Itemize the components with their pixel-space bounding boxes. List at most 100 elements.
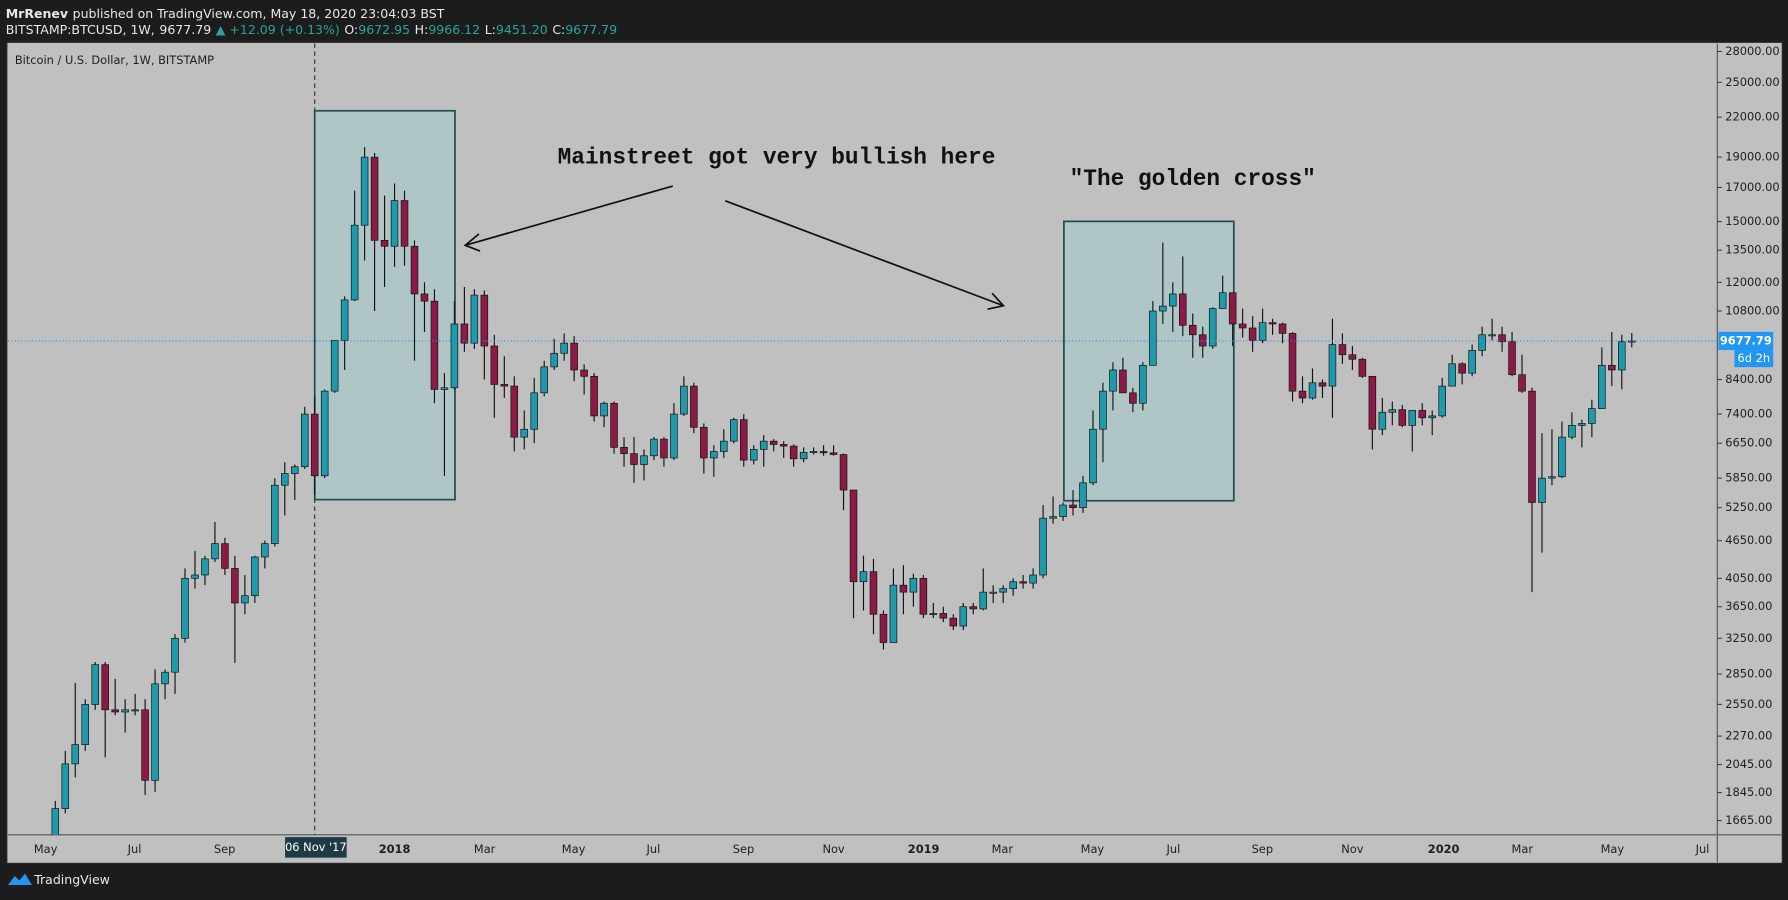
candle-body bbox=[1518, 374, 1526, 392]
candle-body bbox=[1478, 334, 1486, 351]
candle-body bbox=[1408, 410, 1417, 426]
candle-body bbox=[610, 402, 618, 448]
candle-body bbox=[1099, 390, 1107, 430]
y-tick-label: 8400.00 bbox=[1725, 372, 1772, 386]
candle-body bbox=[740, 419, 748, 461]
candle-body bbox=[949, 617, 958, 627]
candle-body bbox=[101, 664, 109, 711]
candle-body bbox=[829, 452, 838, 455]
crosshair-label: 06 Nov '17 bbox=[285, 840, 347, 854]
candle-body bbox=[929, 613, 938, 615]
candle-body bbox=[1598, 364, 1606, 409]
candle-body bbox=[530, 392, 538, 430]
candle-body bbox=[839, 454, 848, 491]
candle-body bbox=[749, 449, 758, 461]
y-tick-label: 15000.00 bbox=[1725, 214, 1779, 228]
y-tick-label: 2045.00 bbox=[1725, 757, 1772, 771]
candle-body bbox=[720, 440, 728, 452]
candle-body bbox=[420, 293, 429, 302]
candle-body bbox=[1468, 349, 1476, 374]
candle-body bbox=[320, 390, 329, 477]
candle-body bbox=[789, 445, 798, 460]
candle-body bbox=[769, 440, 778, 445]
candle-body bbox=[171, 637, 179, 673]
x-tick-label: Sep bbox=[733, 842, 754, 856]
candle-body bbox=[869, 571, 878, 615]
candle-body bbox=[899, 584, 908, 593]
candle-body bbox=[1288, 333, 1297, 392]
candle-body bbox=[1298, 390, 1307, 399]
candle-body bbox=[1608, 364, 1616, 371]
candle-body bbox=[799, 452, 808, 460]
candle-body bbox=[1508, 341, 1516, 376]
candle-body bbox=[1049, 516, 1057, 519]
candle-body bbox=[1618, 341, 1626, 371]
candle-body bbox=[1308, 382, 1317, 399]
candle-body bbox=[1159, 305, 1167, 312]
candle-body bbox=[61, 763, 70, 809]
candle-body bbox=[690, 385, 698, 428]
candle-body bbox=[1188, 324, 1197, 336]
candle-body bbox=[1218, 292, 1227, 309]
candle-body bbox=[1278, 323, 1287, 334]
last: 9677.79 bbox=[159, 21, 211, 36]
candle-body bbox=[969, 606, 978, 610]
candle-body bbox=[141, 709, 149, 781]
candle-body bbox=[1019, 581, 1027, 584]
x-tick-label: Jul bbox=[646, 842, 661, 856]
candle-body bbox=[1388, 409, 1397, 413]
candle-body bbox=[1258, 322, 1267, 341]
x-tick-label: Sep bbox=[214, 842, 235, 856]
candle-body bbox=[390, 200, 399, 247]
candle-body bbox=[480, 294, 489, 347]
x-tick-label: May bbox=[34, 842, 58, 856]
candle-body bbox=[251, 556, 259, 597]
y-tick-label: 5250.00 bbox=[1725, 500, 1772, 514]
candle-body bbox=[1039, 517, 1047, 576]
brand-logo bbox=[7, 873, 32, 886]
candle-body bbox=[500, 384, 509, 387]
candle-body bbox=[271, 484, 279, 544]
crosshair-label-box bbox=[285, 837, 347, 858]
candle-body bbox=[879, 613, 888, 643]
candle-body bbox=[1029, 574, 1037, 584]
candle-body bbox=[670, 413, 678, 459]
highlight-box bbox=[1063, 220, 1235, 502]
candle-body bbox=[1228, 292, 1237, 325]
arrow-head bbox=[987, 292, 1006, 311]
candle-body bbox=[600, 402, 608, 417]
candle-body bbox=[1428, 415, 1436, 419]
candle-body bbox=[999, 588, 1007, 593]
candle-body bbox=[1558, 436, 1566, 478]
candle-body bbox=[779, 444, 788, 447]
candle-body bbox=[221, 543, 229, 569]
candle-body bbox=[580, 369, 588, 377]
candle-body bbox=[300, 413, 309, 468]
ohlc-label: H: bbox=[415, 21, 429, 36]
last-price-label: 9677.79 bbox=[1720, 333, 1772, 347]
candle-body bbox=[161, 671, 169, 685]
ohlc-label: L: bbox=[485, 21, 496, 36]
last-price-box bbox=[1718, 331, 1774, 351]
candle-body bbox=[201, 558, 209, 576]
candle-body bbox=[1179, 293, 1187, 326]
change: ▲ +12.09 (+0.13%) bbox=[216, 21, 340, 36]
candle-body bbox=[859, 571, 868, 583]
y-tick-label: 4650.00 bbox=[1725, 533, 1772, 547]
y-tick-label: 3650.00 bbox=[1725, 599, 1772, 613]
candle-body bbox=[131, 709, 139, 712]
candle-body bbox=[291, 466, 299, 474]
candles bbox=[51, 147, 1636, 835]
candle-body bbox=[989, 591, 997, 594]
candle-body bbox=[1328, 344, 1337, 387]
x-tick-label: 2019 bbox=[908, 842, 940, 856]
candle-body bbox=[231, 568, 239, 604]
candle-body bbox=[111, 709, 119, 713]
y-tick-label: 13500.00 bbox=[1725, 243, 1779, 257]
y-tick-label: 2270.00 bbox=[1725, 729, 1772, 743]
candle-body bbox=[1169, 293, 1177, 307]
candle-body bbox=[1318, 382, 1327, 387]
candle-body bbox=[660, 438, 668, 459]
y-tick-label: 19000.00 bbox=[1725, 150, 1779, 164]
